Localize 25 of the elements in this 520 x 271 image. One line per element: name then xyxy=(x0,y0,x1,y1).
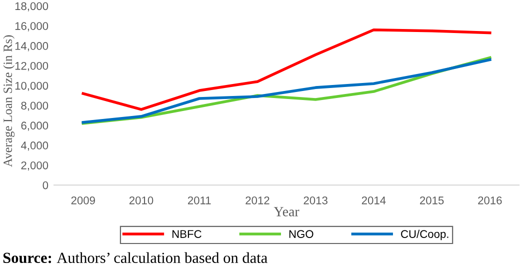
y-tick-label: 6,000 xyxy=(21,122,48,131)
x-tick-label: 2015 xyxy=(420,196,444,204)
y-tick-label: 0 xyxy=(42,181,48,190)
y-axis-title: Average Loan Size (in Rs) xyxy=(3,35,15,167)
x-axis-title: Year xyxy=(274,207,300,216)
line-series xyxy=(82,28,492,111)
legend-label: CU/Coop. xyxy=(401,230,448,240)
legend-label: NGO xyxy=(289,230,314,238)
x-tick-label: 2009 xyxy=(71,196,95,204)
x-tick-label: 2016 xyxy=(478,196,502,204)
y-tick-label: 8,000 xyxy=(21,102,48,111)
x-tick-label: 2010 xyxy=(129,196,154,204)
y-tick-label: 2,000 xyxy=(21,161,48,171)
y-tick-label: 4,000 xyxy=(20,142,48,151)
x-tick-label: 2011 xyxy=(188,196,211,204)
y-tick-label: 16,000 xyxy=(15,22,48,32)
y-tick-label: 10,000 xyxy=(15,82,48,92)
legend-label: NBFC xyxy=(172,230,202,238)
y-tick-label: 14,000 xyxy=(15,42,48,52)
x-tick-label: 2013 xyxy=(304,196,328,204)
y-tick-label: 18,000 xyxy=(15,2,48,12)
x-tick-label: 2012 xyxy=(246,196,270,204)
y-tick-label: 12,000 xyxy=(15,62,48,72)
source-note: Source: Authors’ calculation based on data xyxy=(3,252,268,264)
x-tick-label: 2014 xyxy=(362,196,386,204)
